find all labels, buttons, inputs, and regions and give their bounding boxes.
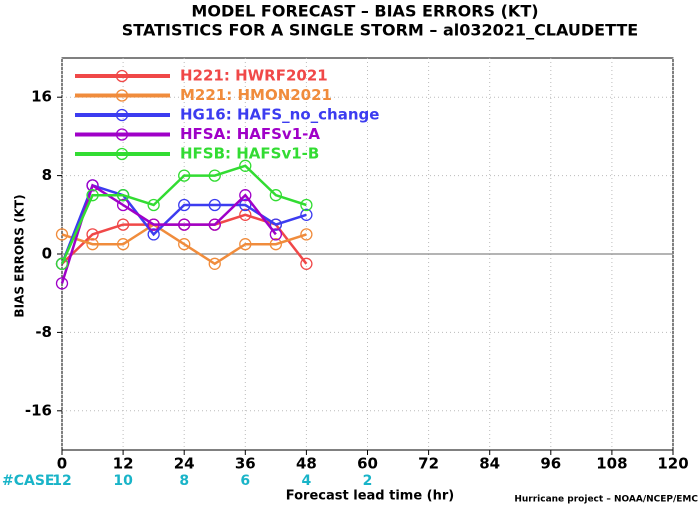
series-marker (55, 257, 69, 270)
series-marker (178, 218, 191, 231)
x-tick-label: 84 (479, 455, 500, 473)
y-tick-label: -16 (25, 401, 52, 419)
x-tick-label: 36 (235, 455, 256, 473)
series-marker (116, 189, 130, 202)
series-marker (55, 277, 69, 290)
series-marker (208, 169, 221, 182)
x-tick-label: 72 (418, 455, 439, 473)
y-tick-label: 8 (42, 166, 52, 184)
case-count: 8 (179, 473, 189, 489)
series-marker (116, 198, 130, 212)
series-line (60, 164, 307, 265)
legend-marker (115, 128, 129, 141)
legend-label: M221: HMON2021 (180, 86, 332, 104)
series-marker (269, 228, 283, 241)
series-marker (269, 238, 283, 251)
legend-label: HG16: HAFS_no_change (180, 106, 379, 124)
series-marker (208, 257, 221, 270)
series-marker (300, 228, 313, 241)
series-marker (116, 238, 130, 251)
series-marker (269, 218, 283, 231)
case-count: 2 (363, 473, 373, 489)
x-tick-label: 12 (113, 455, 134, 473)
series-marker (178, 198, 191, 212)
series-marker (300, 208, 313, 221)
series-marker (86, 228, 99, 241)
legend-marker (115, 69, 129, 83)
y-tick-label: -8 (35, 323, 52, 341)
x-tick-label: 24 (174, 455, 195, 473)
credit: Hurricane project – NOAA/NCEP/EMC (514, 495, 698, 505)
series-marker (239, 208, 252, 221)
legend-label: H221: HWRF2021 (180, 67, 328, 85)
x-tick-label: 48 (296, 455, 317, 473)
series-marker (147, 198, 160, 212)
chart-title: MODEL FORECAST – BIAS ERRORS (KT) (191, 2, 538, 21)
legend-label: HFSB: HAFSv1-B (180, 145, 319, 163)
series-marker (86, 238, 99, 251)
series-line (60, 183, 307, 265)
series-marker (239, 238, 252, 251)
series-marker (116, 218, 130, 231)
legend-marker (115, 147, 129, 161)
series-marker (300, 198, 313, 212)
series-marker (178, 169, 191, 182)
case-label: #CASE (2, 473, 55, 489)
series-marker (208, 218, 221, 231)
series-marker (86, 179, 99, 192)
x-tick-label: 96 (540, 455, 561, 473)
case-count: 6 (240, 473, 250, 489)
case-count: 4 (302, 473, 312, 489)
y-axis-label: BIAS ERRORS (KT) (13, 194, 27, 317)
series-marker (55, 228, 69, 241)
x-tick-label: 108 (596, 455, 627, 473)
series-marker (208, 198, 221, 212)
series-line (61, 223, 307, 266)
series-marker (300, 257, 313, 270)
series-marker (178, 238, 191, 251)
x-tick-label: 60 (357, 455, 378, 473)
x-tick-label: 0 (57, 455, 67, 473)
legend-marker (115, 89, 129, 102)
y-tick-label: 0 (42, 245, 52, 263)
series-marker (147, 228, 160, 241)
legend-marker (115, 108, 129, 122)
series-marker (239, 189, 252, 202)
y-tick-label: 16 (31, 88, 52, 106)
series-marker (269, 189, 283, 202)
series-marker (239, 159, 252, 172)
case-count: 12 (52, 473, 71, 489)
x-axis-label: Forecast lead time (hr) (286, 489, 454, 504)
legend-label: HFSA: HAFSv1-A (180, 125, 320, 143)
x-tick-label: 120 (657, 455, 688, 473)
chart-subtitle: STATISTICS FOR A SINGLE STORM – al032021… (122, 21, 638, 40)
series-marker (86, 189, 99, 202)
series-marker (239, 198, 252, 212)
series-marker (147, 218, 160, 231)
case-count: 10 (113, 473, 133, 489)
